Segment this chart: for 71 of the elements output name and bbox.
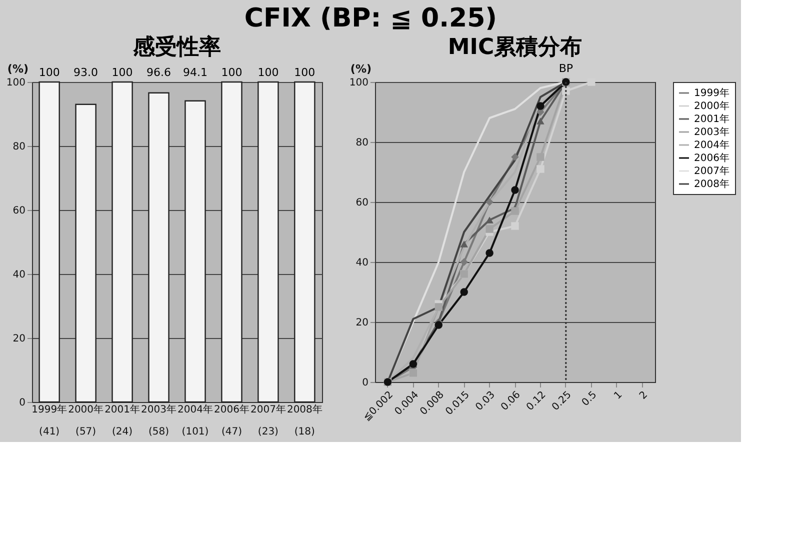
y-tick-label: 0 [362,378,368,388]
legend-label: 2007年 [694,165,730,177]
data-label: 94.1 [182,66,208,79]
legend-label: 2003年 [694,126,730,138]
x-tick-label: 2000年 (57) [68,404,104,438]
legend-label: 1999年 [694,87,730,99]
chart-title: CFIX (BP: ≦ 0.25) [244,4,498,34]
point [460,240,468,248]
point [434,321,443,329]
bar [184,100,206,403]
legend-label: 2006年 [694,152,730,164]
point [486,216,494,224]
point [536,165,544,173]
chart-subtitle: MIC累積分布 [448,35,582,60]
data-label: 100 [258,66,279,79]
point [536,153,544,161]
point [460,258,468,266]
x-tick-label: 2 [638,390,650,402]
data-label: 100 [221,66,242,79]
legend-label: 2004年 [694,139,730,151]
data-label: 93.0 [74,66,98,79]
point [511,222,519,230]
x-tick-label: 2004年 (101) [178,404,213,438]
point [486,225,494,233]
x-tick-label: 2007年 (23) [250,404,286,438]
y-tick-label: 60 [12,206,26,216]
y-tick-label: 0 [19,398,26,408]
y-tick-label: 40 [356,258,368,268]
legend-label: 2008年 [694,178,730,190]
ref-line-label: BP [558,62,574,75]
y-tick-label: 20 [12,334,26,344]
y-tick-label: 80 [12,142,26,152]
y-tick-label: 80 [356,138,368,148]
data-label: 100 [112,66,133,79]
x-tick-label: 2008年 (18) [286,404,322,438]
data-label: 100 [294,66,316,79]
y-axis-title: (%) [7,62,28,76]
bar [258,81,279,403]
point [486,198,494,206]
x-tick-label: 1999年 (41) [32,404,68,438]
point [511,186,519,194]
data-label: 96.6 [146,66,172,79]
y-axis-title: (%) [350,62,372,76]
bar [75,104,96,403]
legend-label: 2001年 [694,113,730,125]
x-tick-label: 0.5 [580,390,600,409]
data-label: 100 [38,66,60,79]
bar [294,81,316,403]
x-tick-label: 2003年 (58) [141,404,176,438]
point [536,102,544,110]
bar [112,81,133,403]
point [434,303,443,311]
x-tick-label: 2006年 (47) [214,404,250,438]
x-tick-label: 2001年 (24) [104,404,140,438]
bar [221,81,242,403]
y-tick-label: 60 [356,198,368,208]
point [460,288,468,296]
bar [38,81,60,403]
x-tick-label: 1 [612,390,625,402]
point [486,249,494,257]
point [511,153,519,161]
bar [148,92,170,403]
chart-subtitle: 感受性率 [132,34,221,60]
legend-label: 2000年 [694,100,730,112]
point [536,118,544,124]
point [562,87,570,95]
y-tick-label: 40 [12,270,26,280]
y-tick-label: 100 [6,78,26,88]
point [511,207,519,215]
y-tick-label: 100 [349,78,368,88]
y-tick-label: 20 [356,318,368,328]
